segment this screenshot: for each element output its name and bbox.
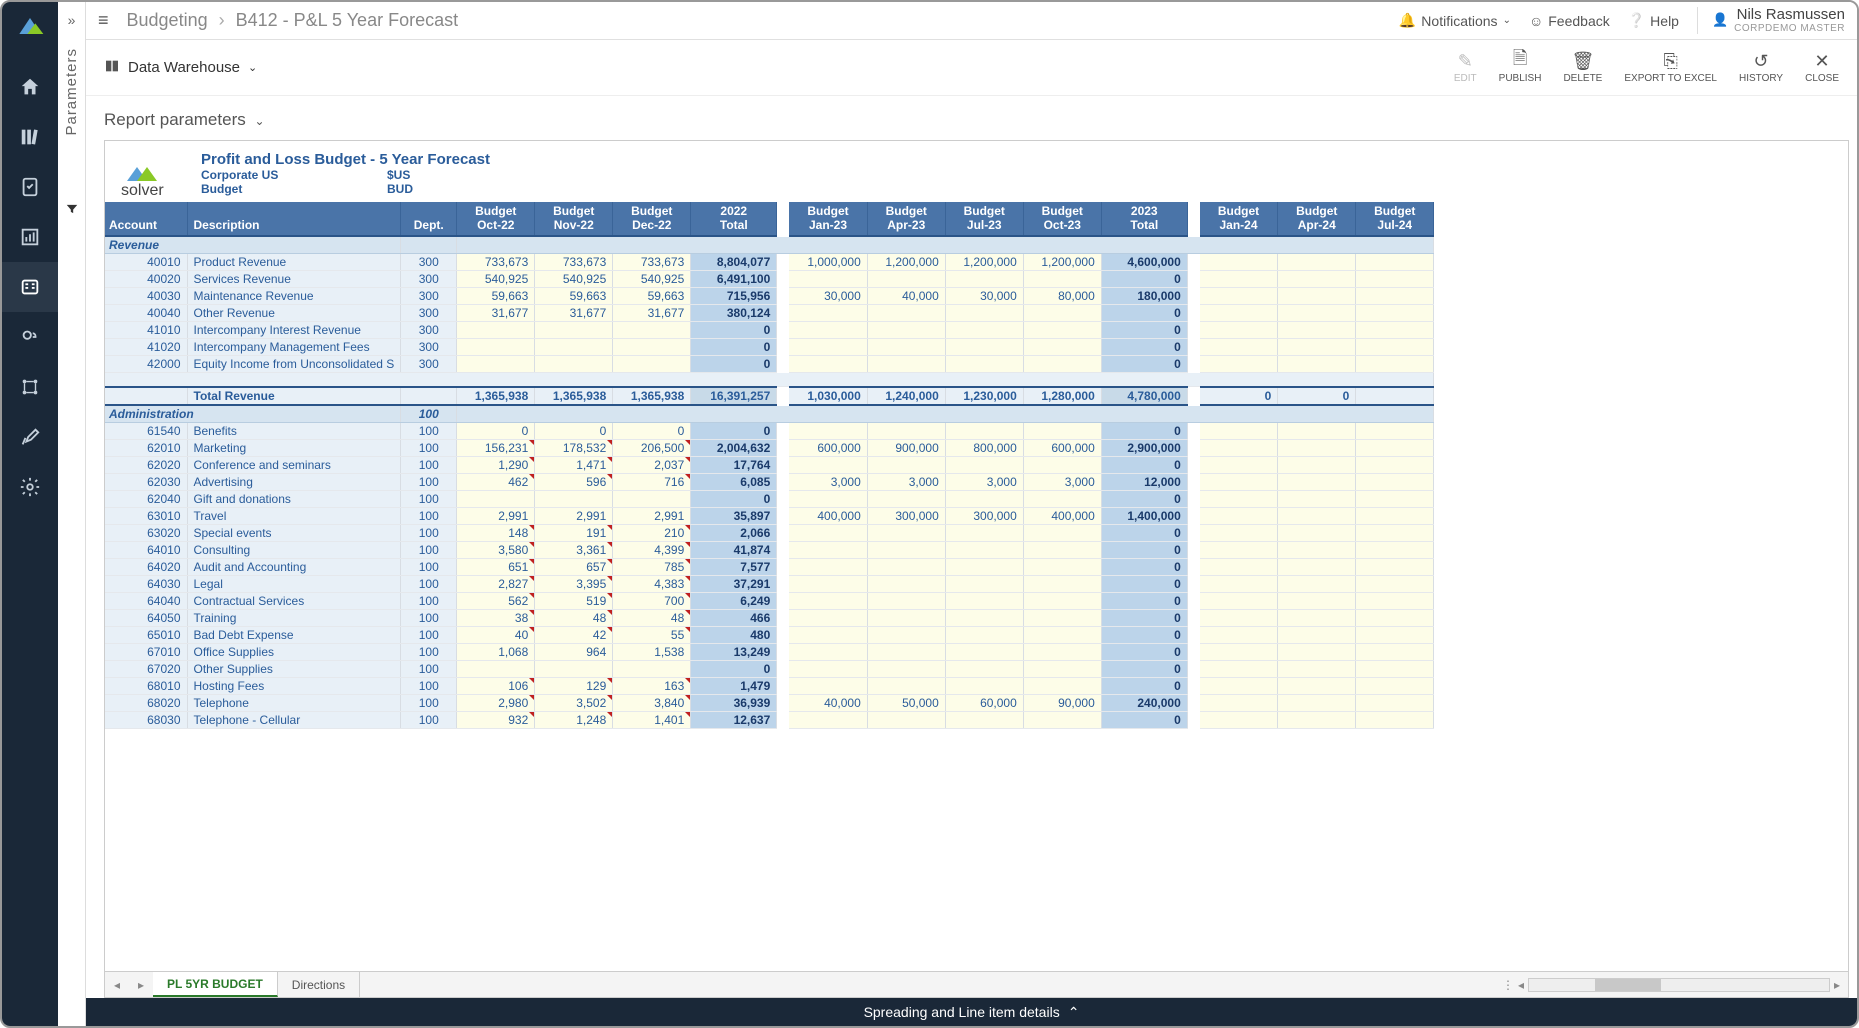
data-row[interactable]: 62030Advertising1004625967166,0853,0003,…	[105, 473, 1434, 490]
delete-button[interactable]: 🗑 DELETE	[1563, 51, 1602, 84]
report-parameters-toggle[interactable]: Report parameters ⌄	[86, 96, 1857, 140]
nav-workflow[interactable]	[2, 362, 58, 412]
data-row[interactable]: 40020Services Revenue300540,925540,92554…	[105, 271, 1434, 288]
export-excel-button[interactable]: ⎘ EXPORT TO EXCEL	[1624, 51, 1717, 84]
pencil-icon: ✎	[1458, 51, 1473, 71]
notifications-button[interactable]: 🔔 Notifications ⌄	[1399, 12, 1511, 29]
excel-icon: ⎘	[1663, 51, 1677, 71]
smile-icon: ☺	[1529, 13, 1543, 29]
data-row[interactable]: 65010Bad Debt Expense1004042554800	[105, 626, 1434, 643]
chevron-up-icon: ⌃	[1068, 1004, 1080, 1021]
data-row[interactable]: 42000Equity Income from Unconsolidated S…	[105, 356, 1434, 373]
nav-reports[interactable]	[2, 212, 58, 262]
nav-library[interactable]	[2, 112, 58, 162]
help-icon: ❔	[1628, 12, 1645, 29]
publish-button[interactable]: 🗎 PUBLISH	[1499, 51, 1542, 84]
edit-button[interactable]: ✎ EDIT	[1454, 51, 1477, 84]
chevron-down-icon: ⌄	[248, 61, 257, 74]
close-icon: ✕	[1815, 51, 1830, 71]
svg-text:solver: solver	[121, 182, 164, 199]
menu-toggle-icon[interactable]: ≡	[98, 10, 109, 31]
expand-params-icon[interactable]: »	[68, 12, 76, 28]
tab-prev[interactable]: ◂	[105, 972, 129, 997]
data-row[interactable]: 64010Consulting1003,5803,3614,39941,8740	[105, 541, 1434, 558]
data-row[interactable]: 40030Maintenance Revenue30059,66359,6635…	[105, 288, 1434, 305]
close-button[interactable]: ✕ CLOSE	[1805, 51, 1839, 84]
horizontal-scrollbar[interactable]: ⋮ ◂ ▸	[1498, 972, 1848, 997]
sheet-tab-active[interactable]: PL 5YR BUDGET	[153, 972, 278, 997]
feedback-button[interactable]: ☺ Feedback	[1529, 13, 1610, 29]
data-row[interactable]: 40040Other Revenue30031,67731,67731,6773…	[105, 305, 1434, 322]
user-icon: 👤	[1712, 13, 1728, 27]
sheet-tab-directions[interactable]: Directions	[278, 972, 360, 997]
data-row[interactable]: 62020Conference and seminars1001,2901,47…	[105, 456, 1434, 473]
nav-settings[interactable]	[2, 462, 58, 512]
database-icon	[104, 58, 120, 78]
section-header: Revenue	[105, 236, 1434, 254]
data-row[interactable]: 41010Intercompany Interest Revenue30000	[105, 322, 1434, 339]
data-row[interactable]: 63020Special events1001481912102,0660	[105, 524, 1434, 541]
spreading-drawer-toggle[interactable]: Spreading and Line item details ⌃	[86, 998, 1857, 1026]
data-row[interactable]: 67010Office Supplies1001,0689641,53813,2…	[105, 643, 1434, 660]
user-menu[interactable]: 👤 Nils Rasmussen CORPDEMO MASTER	[1697, 7, 1845, 35]
breadcrumb-root[interactable]: Budgeting	[127, 10, 208, 30]
data-row[interactable]: 41020Intercompany Management Fees30000	[105, 339, 1434, 356]
main-area: ≡ Budgeting › B412 - P&L 5 Year Forecast…	[86, 2, 1857, 1026]
budget-grid[interactable]: AccountDescriptionDept.BudgetOct-22Budge…	[105, 202, 1434, 729]
data-row[interactable]: 68020Telephone1002,9803,5023,84036,93940…	[105, 694, 1434, 711]
parameters-label: Parameters	[63, 48, 80, 136]
user-name: Nils Rasmussen	[1734, 7, 1845, 24]
report-meta-row: BudgetBUD	[201, 182, 1838, 196]
history-icon: ↺	[1754, 51, 1769, 71]
history-button[interactable]: ↺ HISTORY	[1739, 51, 1783, 84]
spreadsheet-container: ⇱ ▦ solverProfit and Loss Budget - 5 Yea…	[104, 140, 1849, 998]
breadcrumb: Budgeting › B412 - P&L 5 Year Forecast	[127, 10, 459, 31]
data-row[interactable]: 64020Audit and Accounting1006516577857,5…	[105, 558, 1434, 575]
data-row[interactable]: 62040Gift and donations10000	[105, 490, 1434, 507]
data-row[interactable]: 67020Other Supplies10000	[105, 660, 1434, 677]
nav-tasks[interactable]	[2, 162, 58, 212]
data-row[interactable]: 68010Hosting Fees1001061291631,4790	[105, 677, 1434, 694]
report-meta-row: Corporate US$US	[201, 168, 1838, 182]
help-button[interactable]: ❔ Help	[1628, 12, 1679, 29]
data-row[interactable]: 63010Travel1002,9912,9912,99135,897400,0…	[105, 507, 1434, 524]
nav-tools[interactable]	[2, 412, 58, 462]
toolbar: Data Warehouse ⌄ ✎ EDIT 🗎 PUBLISH 🗑 DELE…	[86, 40, 1857, 96]
nav-sidebar	[2, 2, 58, 1026]
user-role: CORPDEMO MASTER	[1734, 23, 1845, 34]
data-row[interactable]: 68030Telephone - Cellular1009321,2481,40…	[105, 711, 1434, 728]
nav-home[interactable]	[2, 62, 58, 112]
chevron-down-icon: ⌄	[254, 114, 264, 128]
nav-budgeting[interactable]	[2, 262, 58, 312]
data-row[interactable]: 61540Benefits10000000	[105, 422, 1434, 439]
filter-icon[interactable]	[65, 202, 79, 219]
data-row[interactable]: 64050Training1003848484660	[105, 609, 1434, 626]
datasource-selector[interactable]: Data Warehouse ⌄	[104, 58, 257, 78]
solver-logo: solver	[119, 159, 189, 202]
tab-next[interactable]: ▸	[129, 972, 153, 997]
data-row[interactable]: 40010Product Revenue300733,673733,673733…	[105, 254, 1434, 271]
sheet-tabs: ◂ ▸ PL 5YR BUDGET Directions ⋮ ◂ ▸	[105, 971, 1848, 997]
section-header: Administration100	[105, 405, 1434, 423]
report-title: Profit and Loss Budget - 5 Year Forecast	[201, 151, 1838, 168]
document-icon: 🗎	[1513, 51, 1527, 71]
section-total-row: Total Revenue1,365,9381,365,9381,365,938…	[105, 387, 1434, 405]
breadcrumb-page: B412 - P&L 5 Year Forecast	[236, 10, 458, 30]
nav-support[interactable]	[2, 312, 58, 362]
data-row[interactable]: 64040Contractual Services1005625197006,2…	[105, 592, 1434, 609]
trash-icon: 🗑	[1571, 51, 1594, 71]
parameters-panel-collapsed[interactable]: » Parameters	[58, 2, 86, 1026]
data-row[interactable]: 62010Marketing100156,231178,532206,5002,…	[105, 439, 1434, 456]
data-row[interactable]: 64030Legal1002,8273,3954,38337,2910	[105, 575, 1434, 592]
bell-icon: 🔔	[1399, 12, 1416, 29]
topbar: ≡ Budgeting › B412 - P&L 5 Year Forecast…	[86, 2, 1857, 40]
app-logo-icon	[14, 10, 46, 42]
chevron-down-icon: ⌄	[1503, 15, 1511, 26]
